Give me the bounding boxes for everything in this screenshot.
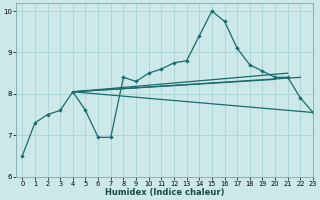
X-axis label: Humidex (Indice chaleur): Humidex (Indice chaleur) (105, 188, 224, 197)
